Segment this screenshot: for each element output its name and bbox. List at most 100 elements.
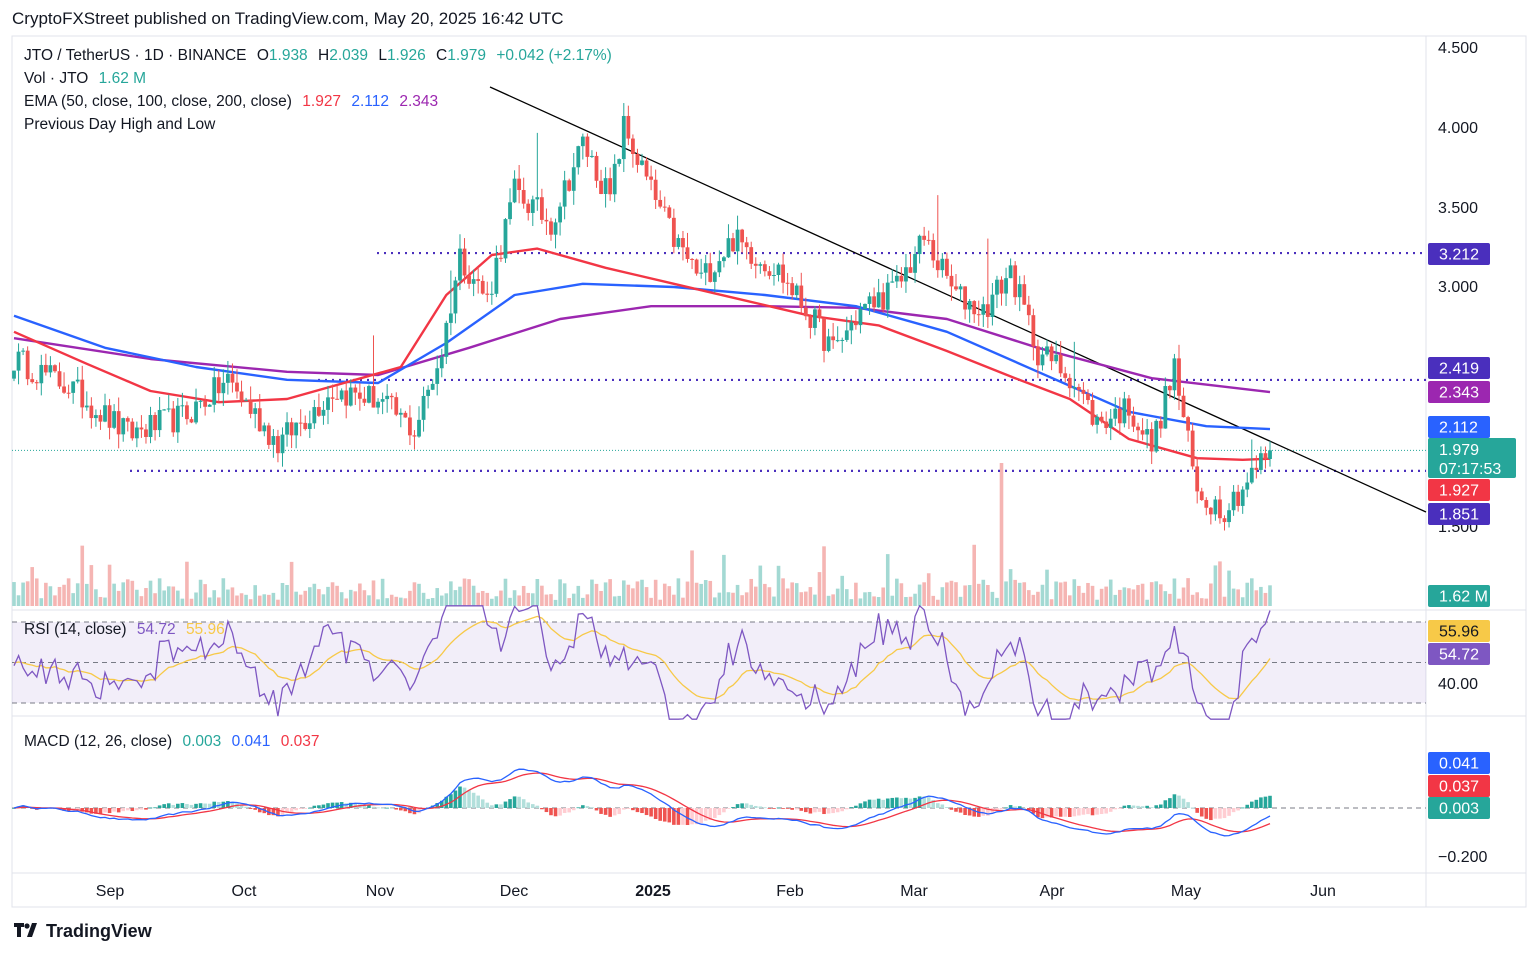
macd-hist-bar: [540, 808, 544, 810]
rsi-tag-bg: [1428, 620, 1490, 642]
candle-body: [840, 339, 845, 341]
candle-body: [685, 247, 690, 259]
rsi-legend[interactable]: RSI (14, close) 54.72 55.96: [24, 621, 231, 639]
macd-hist-bar: [503, 801, 508, 808]
candle-body: [658, 199, 663, 207]
candle-body: [166, 408, 171, 410]
candle-body: [1195, 466, 1200, 492]
volume-bar: [403, 598, 408, 606]
macd-hist-bar: [353, 803, 358, 808]
candle-body: [562, 180, 567, 207]
candle-body: [403, 412, 408, 418]
candle-body: [362, 398, 367, 403]
candle-body: [571, 167, 576, 191]
candle-body: [762, 264, 767, 272]
macd-legend[interactable]: MACD (12, 26, close) 0.003 0.041 0.037: [24, 733, 326, 751]
candle-body: [512, 178, 517, 203]
volume-bar: [430, 598, 435, 606]
candle-body: [408, 417, 412, 436]
rsi-tick-label: 40.00: [1438, 676, 1478, 693]
ema-legend[interactable]: EMA (50, close, 100, close, 200, close) …: [24, 93, 444, 111]
volume-bar: [1199, 598, 1204, 606]
volume-bar: [817, 572, 822, 606]
volume-bar: [417, 583, 421, 606]
macd-hist-bar: [767, 808, 772, 809]
macd-hist-bar: [640, 808, 644, 814]
candle-body: [662, 206, 667, 208]
candle-body: [913, 254, 917, 273]
macd-hist-bar: [321, 804, 326, 808]
macd-hist-bar: [785, 808, 790, 809]
macd-hist-bar: [585, 806, 590, 808]
candle-body: [203, 400, 208, 407]
candle-body: [253, 408, 258, 414]
volume-bar: [157, 578, 162, 606]
candle-body: [722, 257, 726, 262]
candle-body: [458, 248, 462, 281]
volume-bar: [1086, 582, 1090, 606]
volume-bar: [148, 580, 153, 606]
macd-hist-bar: [1222, 808, 1227, 819]
candle-body: [476, 279, 481, 281]
symbol-name[interactable]: JTO / TetherUS · 1D · BINANCE: [24, 47, 247, 64]
volume-bar: [999, 463, 1004, 606]
candle-body: [1145, 429, 1150, 435]
candle-body: [394, 397, 399, 415]
volume-bar: [895, 578, 899, 606]
volume-bar: [1209, 583, 1213, 606]
tradingview-logo[interactable]: TradingView: [14, 921, 152, 942]
macd-hist-bar: [549, 808, 553, 816]
candle-body: [1149, 429, 1154, 452]
macd-hist-bar: [904, 797, 908, 808]
price-tag-bg: [1428, 381, 1490, 403]
macd-hist-bar: [1022, 807, 1027, 809]
macd-hist-bar: [995, 808, 999, 811]
pdhl-legend[interactable]: Previous Day High and Low: [24, 116, 221, 134]
volume-bar: [362, 590, 367, 606]
volume-bar: [453, 590, 458, 606]
time-tick-label: May: [1171, 883, 1201, 900]
candle-body: [585, 136, 590, 157]
macd-hist-bar: [458, 786, 462, 808]
volume-bar: [307, 587, 312, 606]
macd-hist-bar: [612, 808, 617, 816]
macd-hist-bar: [954, 808, 958, 812]
macd-hist-bar: [945, 807, 949, 808]
candle-body: [98, 415, 103, 422]
macd-hist-bar: [804, 808, 808, 813]
candle-body: [376, 401, 380, 408]
candle-body: [71, 381, 76, 393]
candle-body: [380, 399, 385, 402]
candle-body: [1081, 389, 1086, 394]
macd-hist-bar: [881, 799, 885, 808]
macd-hist-bar: [581, 805, 585, 808]
macd-hist-bar: [1063, 808, 1068, 817]
symbol-legend[interactable]: JTO / TetherUS · 1D · BINANCE O1.938 H2.…: [24, 47, 618, 65]
volume-bar: [890, 595, 895, 606]
volume-legend[interactable]: Vol · JTO 1.62 M: [24, 70, 152, 88]
volume-bar: [831, 594, 835, 606]
candle-body: [216, 377, 221, 394]
macd-hist-bar: [799, 808, 804, 811]
volume-bar: [544, 594, 549, 606]
macd-hist-bar: [899, 798, 904, 808]
candle-body: [553, 222, 558, 235]
macd-hist-bar: [794, 808, 799, 810]
volume-bar: [1054, 581, 1058, 606]
volume-bar: [1227, 570, 1231, 606]
volume-bar: [1149, 582, 1154, 606]
candle-body: [1177, 358, 1181, 396]
macd-hist-bar: [1249, 801, 1254, 808]
candle-body: [630, 138, 635, 155]
macd-hist-bar: [380, 807, 385, 809]
macd-hist-bar: [12, 808, 16, 809]
volume-bar: [694, 582, 699, 606]
volume-bar: [66, 578, 71, 606]
volume-bar: [1027, 590, 1031, 606]
macd-hist-bar: [699, 808, 703, 824]
candle-body: [776, 264, 781, 276]
price-tick-label: 4.500: [1438, 40, 1478, 57]
candle-body: [526, 203, 531, 213]
candle-body: [995, 279, 999, 295]
